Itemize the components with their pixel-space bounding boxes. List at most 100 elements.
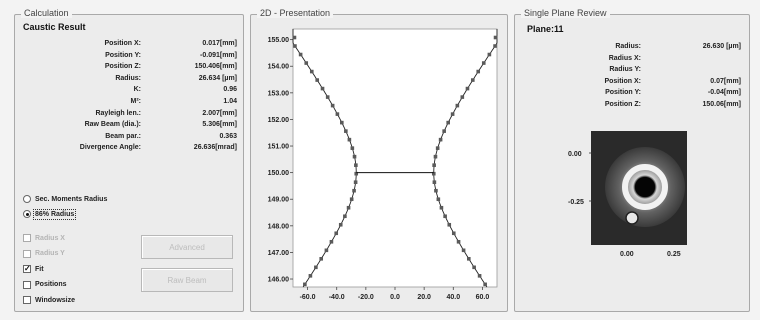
sec-moments-radius-option[interactable]: Sec. Moments Radius xyxy=(23,195,107,203)
profile-xtick-1: 0.25 xyxy=(667,251,681,258)
checkbox-label: Radius Y xyxy=(35,250,65,257)
x-tick-label: -60.0 xyxy=(300,294,316,301)
measurement-point xyxy=(446,120,450,125)
measurement-point xyxy=(481,61,486,65)
measurement-point xyxy=(456,239,461,244)
calc-row-value: 0.363 xyxy=(219,132,237,140)
calc-row-label: K: xyxy=(133,86,141,94)
measurement-point xyxy=(335,112,340,116)
raw-beam-button[interactable]: Raw Beam xyxy=(141,268,233,292)
measurement-point xyxy=(347,137,352,142)
measurement-point xyxy=(350,146,355,150)
measurement-point xyxy=(483,282,487,287)
calc-row-value: 0.017[mm] xyxy=(202,40,237,47)
presentation-panel: 2D - Presentation 155.00 154.00 153.00 152.… xyxy=(250,8,508,312)
calc-row-value: 150.406[mm] xyxy=(194,63,237,71)
measurement-point xyxy=(319,257,324,261)
y-tick-label: 151.00 xyxy=(268,144,290,151)
calc-row-label: M²: xyxy=(130,98,142,105)
measurement-point xyxy=(308,274,313,278)
y-tick-label: 150.00 xyxy=(268,170,290,177)
measurement-point xyxy=(442,129,446,133)
checkbox-option-radius-y[interactable]: Radius Y xyxy=(23,249,65,258)
measurement-point xyxy=(292,35,297,40)
checkbox[interactable] xyxy=(23,249,31,258)
measurement-point xyxy=(434,188,438,193)
x-tick-label: 60.0 xyxy=(476,294,490,301)
checkbox-option-windowsize[interactable]: Windowsize xyxy=(23,296,75,304)
checkbox[interactable]: ✓ xyxy=(23,264,31,273)
percent-radius-option[interactable]: 86% Radius xyxy=(23,208,77,220)
review-row-label: Position Z: xyxy=(604,100,641,108)
presentation-title: 2D - Presentation xyxy=(257,8,334,18)
measurement-point xyxy=(352,154,357,159)
calc-row-label: Radius: xyxy=(115,74,141,82)
profile-core xyxy=(635,177,655,197)
y-tick-label: 149.00 xyxy=(268,197,290,204)
checkbox-label: Fit xyxy=(35,265,44,273)
x-tick-label: 40.0 xyxy=(446,294,460,301)
measurement-point xyxy=(324,248,329,253)
measurement-point xyxy=(455,103,460,108)
measurement-point xyxy=(472,265,476,270)
measurement-point xyxy=(477,274,482,278)
measurement-point xyxy=(349,197,354,202)
calc-row-value: 5.306[mm] xyxy=(202,121,237,129)
measurement-point xyxy=(451,231,456,236)
measurement-point xyxy=(460,95,465,99)
measurement-point xyxy=(338,222,343,227)
calc-row-label: Position Z: xyxy=(104,63,141,71)
calc-row-label: Rayleigh len.: xyxy=(95,109,141,117)
measurement-point xyxy=(354,171,359,176)
checkbox-label: Radius X xyxy=(35,234,65,242)
measurement-point xyxy=(309,69,314,74)
measurement-point xyxy=(353,180,358,185)
review-row-label: Radius Y: xyxy=(609,66,641,73)
measurement-point xyxy=(314,265,318,270)
review-row-value: 26.630 [µm] xyxy=(702,43,741,50)
measurement-point xyxy=(343,214,347,219)
measurement-point xyxy=(431,171,436,176)
calc-row-label: Divergence Angle: xyxy=(79,144,141,152)
calc-row-label: Beam par.: xyxy=(105,132,141,140)
profile-artifact xyxy=(625,211,639,225)
y-tick-label: 153.00 xyxy=(268,90,290,97)
radio-label: 86% Radius xyxy=(32,208,77,220)
checkbox-option-positions[interactable]: Positions xyxy=(23,280,67,289)
y-tick-label: 155.00 xyxy=(268,37,290,44)
y-tick-label: 152.00 xyxy=(268,117,290,124)
measurement-point xyxy=(461,248,466,253)
radio-button[interactable] xyxy=(23,210,31,218)
measurement-point xyxy=(447,222,452,227)
checkbox-label: Positions xyxy=(35,281,67,288)
profile-ytick-0: 0.00 xyxy=(568,151,582,158)
y-tick-label: 146.00 xyxy=(268,277,290,284)
measurement-point xyxy=(304,61,309,65)
calc-row-label: Position X: xyxy=(104,40,141,47)
measurement-point xyxy=(352,188,356,193)
checkbox[interactable] xyxy=(23,296,31,304)
checkbox[interactable] xyxy=(23,280,31,289)
checkbox-option-fit[interactable]: ✓ Fit xyxy=(23,265,44,273)
review-row-value: 0.07[mm] xyxy=(710,77,741,85)
checkbox-option-radius-x[interactable]: Radius X xyxy=(23,234,65,242)
measurement-point xyxy=(487,52,492,57)
radio-button[interactable] xyxy=(23,195,31,203)
review-row-label: Radius X: xyxy=(608,54,641,62)
checkbox[interactable] xyxy=(23,234,31,242)
measurement-point xyxy=(466,257,471,261)
measurement-point xyxy=(329,239,334,244)
measurement-point xyxy=(344,129,348,133)
measurement-point xyxy=(465,86,470,91)
measurement-point xyxy=(435,146,440,150)
advanced-button[interactable]: Advanced xyxy=(141,235,233,259)
checkbox-label: Windowsize xyxy=(35,296,75,304)
calc-row-value: 2.007[mm] xyxy=(202,109,237,117)
measurement-point xyxy=(346,205,351,210)
calculation-title: Calculation xyxy=(21,8,72,18)
radio-label: Sec. Moments Radius xyxy=(35,195,108,203)
y-tick-label: 147.00 xyxy=(268,250,290,257)
measurement-point xyxy=(340,120,344,125)
calc-row-value: 26.636[mrad] xyxy=(193,144,237,152)
review-row-label: Radius: xyxy=(615,43,641,50)
